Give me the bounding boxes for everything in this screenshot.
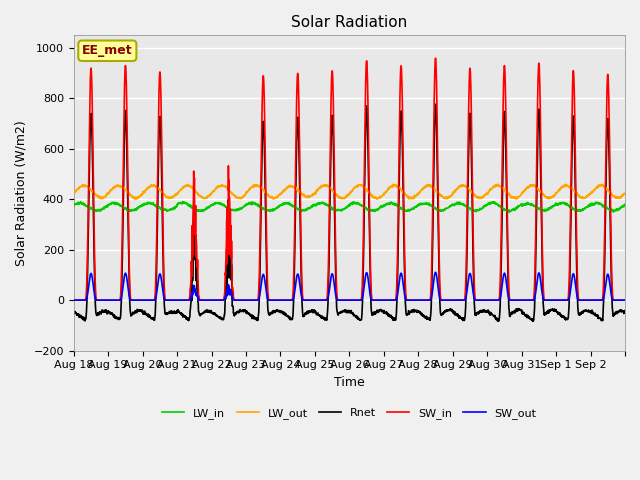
LW_in [614, 207, 621, 213]
SW_out [621, 297, 629, 303]
LW_out [70, 191, 77, 196]
LW_out [614, 195, 621, 201]
X-axis label: Time: Time [334, 376, 365, 389]
SW_out [614, 297, 621, 303]
SW_in [614, 297, 621, 303]
SW_out [547, 297, 554, 303]
Line: LW_out: LW_out [74, 184, 625, 199]
SW_out [431, 269, 439, 275]
LW_out [383, 189, 390, 194]
SW_out [244, 297, 252, 303]
Rnet [529, 318, 537, 324]
Rnet [547, 307, 555, 312]
Line: LW_in: LW_in [74, 202, 625, 212]
Text: EE_met: EE_met [82, 44, 132, 57]
LW_out [516, 193, 524, 199]
SW_in [547, 297, 554, 303]
SW_out [70, 297, 77, 303]
Rnet [383, 310, 390, 316]
LW_in [244, 201, 252, 207]
LW_out [125, 191, 132, 196]
LW_in [179, 199, 186, 204]
LW_in [125, 207, 132, 213]
Line: Rnet: Rnet [74, 104, 625, 321]
SW_in [383, 297, 390, 303]
Rnet [70, 310, 77, 316]
Rnet [621, 308, 629, 314]
SW_in [621, 297, 629, 303]
LW_in [70, 203, 77, 209]
Title: Solar Radiation: Solar Radiation [291, 15, 408, 30]
SW_in [516, 297, 524, 303]
SW_in [125, 242, 132, 248]
LW_out [244, 189, 252, 194]
SW_out [125, 291, 132, 297]
SW_out [516, 297, 524, 303]
Line: SW_in: SW_in [74, 58, 625, 300]
Rnet [516, 307, 524, 312]
Line: SW_out: SW_out [74, 272, 625, 300]
SW_in [431, 55, 439, 61]
SW_in [244, 297, 252, 303]
SW_out [383, 297, 390, 303]
LW_out [562, 181, 570, 187]
LW_in [621, 202, 629, 207]
LW_in [383, 202, 390, 207]
LW_in [609, 209, 617, 215]
Rnet [244, 310, 252, 316]
LW_out [373, 196, 381, 202]
Legend: LW_in, LW_out, Rnet, SW_in, SW_out: LW_in, LW_out, Rnet, SW_in, SW_out [157, 404, 541, 423]
LW_out [547, 194, 554, 200]
SW_in [70, 297, 77, 303]
LW_out [621, 191, 629, 196]
Rnet [431, 101, 439, 107]
Rnet [614, 309, 621, 315]
LW_in [547, 204, 554, 210]
LW_in [516, 203, 524, 209]
Y-axis label: Solar Radiation (W/m2): Solar Radiation (W/m2) [15, 120, 28, 266]
Rnet [125, 264, 132, 270]
